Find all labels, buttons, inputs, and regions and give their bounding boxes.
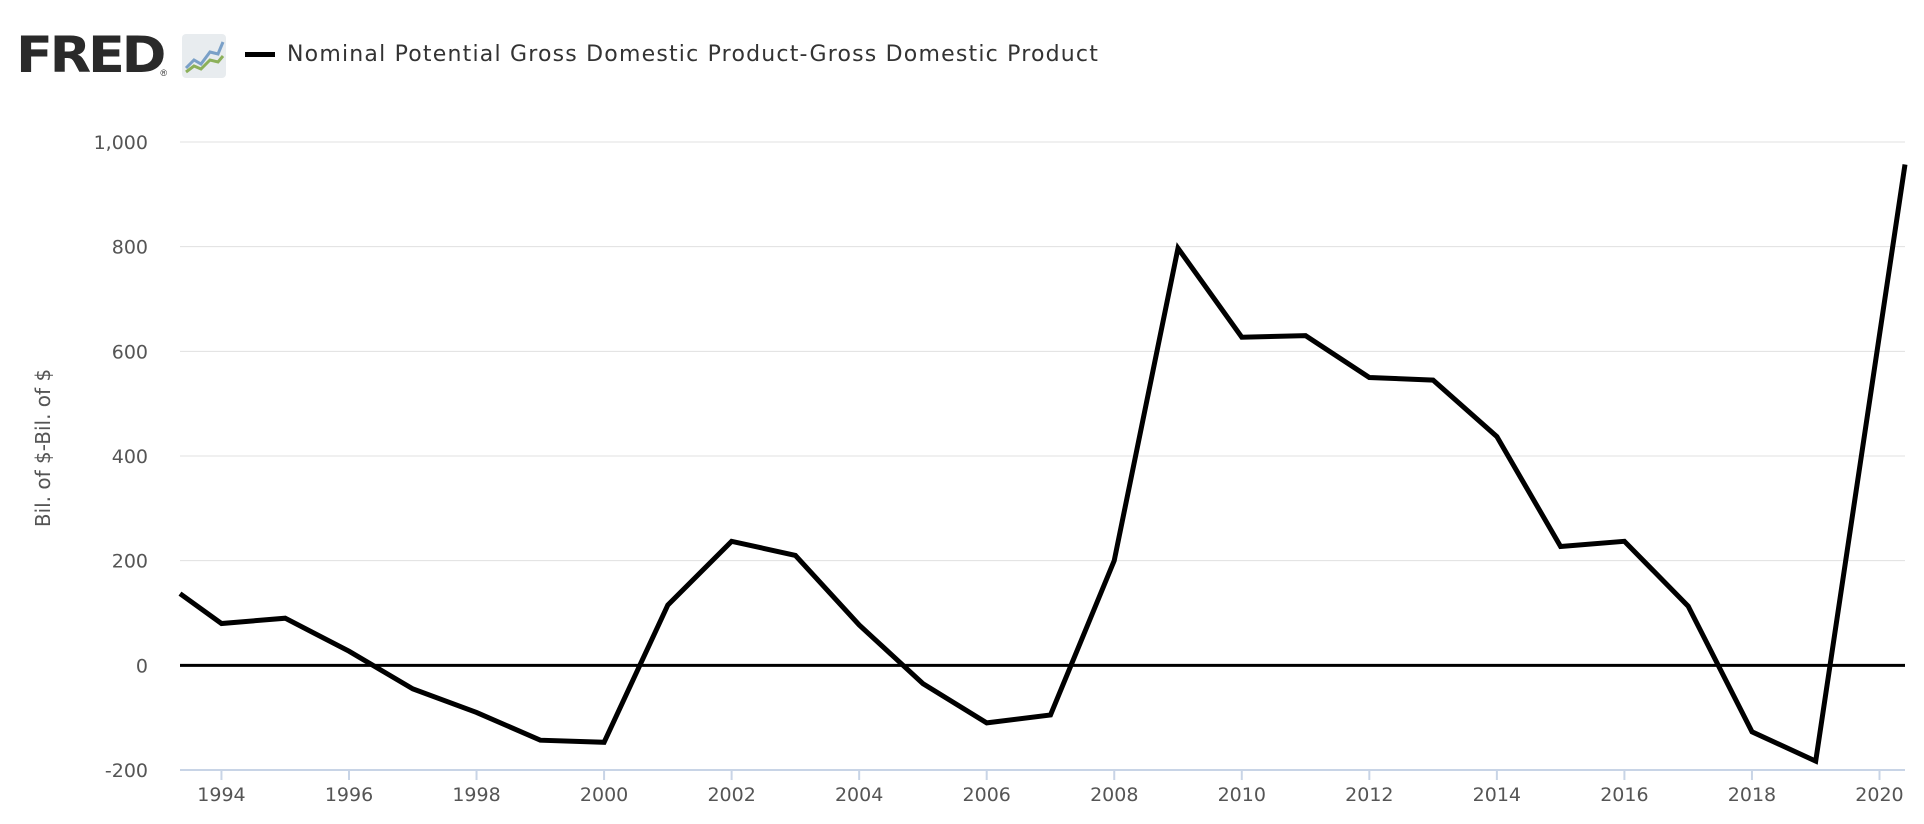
x-tick-label: 1994 [197, 784, 245, 806]
x-tick-label: 2020 [1855, 784, 1903, 806]
y-tick-label: -200 [105, 760, 148, 782]
y-axis-title: Bil. of $-Bil. of $ [31, 369, 55, 527]
x-tick-label: 2012 [1345, 784, 1393, 806]
fred-logo[interactable]: FRED ® [16, 30, 167, 80]
x-tick-label: 2008 [1090, 784, 1138, 806]
y-axis: -200 0 200 400 600 800 1,000 [94, 132, 148, 782]
y-tick-label: 800 [112, 237, 148, 259]
x-tick-label: 2010 [1218, 784, 1266, 806]
x-axis: 1994 1996 1998 2000 2002 2004 2006 2008 2010 2012… [180, 769, 1905, 806]
x-tick-label: 1998 [452, 784, 500, 806]
x-tick-label: 2018 [1728, 784, 1776, 806]
y-tick-label: 600 [112, 341, 148, 363]
x-tick-label: 2006 [963, 784, 1011, 806]
registered-mark: ® [160, 68, 167, 78]
chart-header: FRED ® Nominal Potential Gross Domestic … [0, 0, 1924, 110]
series-line [178, 164, 1908, 765]
y-tick-label: 1,000 [94, 132, 148, 154]
x-tick-label: 2014 [1473, 784, 1521, 806]
fred-logo-text: FRED [16, 26, 166, 84]
line-chart-icon [182, 34, 226, 78]
legend[interactable]: Nominal Potential Gross Domestic Product… [245, 42, 1099, 67]
x-tick-label: 2016 [1600, 784, 1648, 806]
legend-swatch [245, 52, 275, 57]
legend-label: Nominal Potential Gross Domestic Product… [287, 42, 1100, 67]
y-tick-label: 200 [112, 551, 148, 573]
series-group [178, 164, 1908, 765]
y-tick-label: 0 [136, 655, 148, 677]
x-tick-label: 2002 [707, 784, 755, 806]
x-tick-label: 2004 [835, 784, 883, 806]
y-tick-label: 400 [112, 446, 148, 468]
x-tick-label: 2000 [580, 784, 628, 806]
x-tick-label: 1996 [325, 784, 373, 806]
grid-lines [180, 141, 1905, 562]
